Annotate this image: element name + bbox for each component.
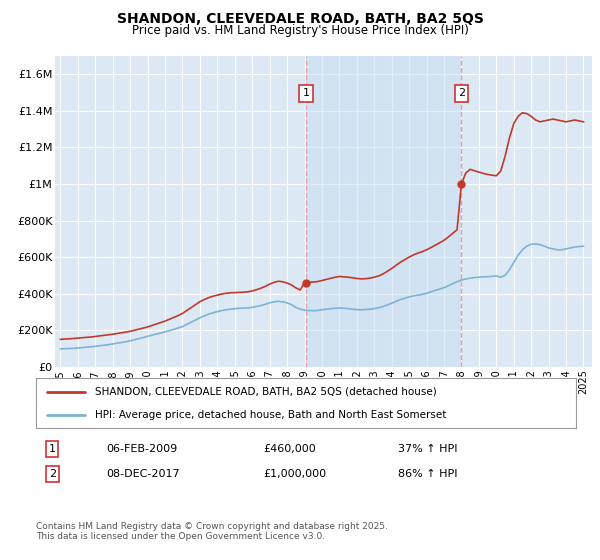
Text: Contains HM Land Registry data © Crown copyright and database right 2025.: Contains HM Land Registry data © Crown c… <box>36 522 388 531</box>
Text: HPI: Average price, detached house, Bath and North East Somerset: HPI: Average price, detached house, Bath… <box>95 410 447 420</box>
Text: 2: 2 <box>458 88 465 99</box>
Text: 08-DEC-2017: 08-DEC-2017 <box>106 469 180 479</box>
Text: £1,000,000: £1,000,000 <box>263 469 326 479</box>
Text: 1: 1 <box>49 444 56 454</box>
Text: 86% ↑ HPI: 86% ↑ HPI <box>398 469 457 479</box>
Text: SHANDON, CLEEVEDALE ROAD, BATH, BA2 5QS: SHANDON, CLEEVEDALE ROAD, BATH, BA2 5QS <box>116 12 484 26</box>
Bar <box>306 56 461 367</box>
Text: 37% ↑ HPI: 37% ↑ HPI <box>398 444 457 454</box>
Text: 06-FEB-2009: 06-FEB-2009 <box>106 444 178 454</box>
Text: £460,000: £460,000 <box>263 444 316 454</box>
Text: SHANDON, CLEEVEDALE ROAD, BATH, BA2 5QS (detached house): SHANDON, CLEEVEDALE ROAD, BATH, BA2 5QS … <box>95 386 437 396</box>
Text: Price paid vs. HM Land Registry's House Price Index (HPI): Price paid vs. HM Land Registry's House … <box>131 24 469 36</box>
Text: 2: 2 <box>49 469 56 479</box>
Text: 1: 1 <box>303 88 310 99</box>
Text: This data is licensed under the Open Government Licence v3.0.: This data is licensed under the Open Gov… <box>36 532 325 541</box>
